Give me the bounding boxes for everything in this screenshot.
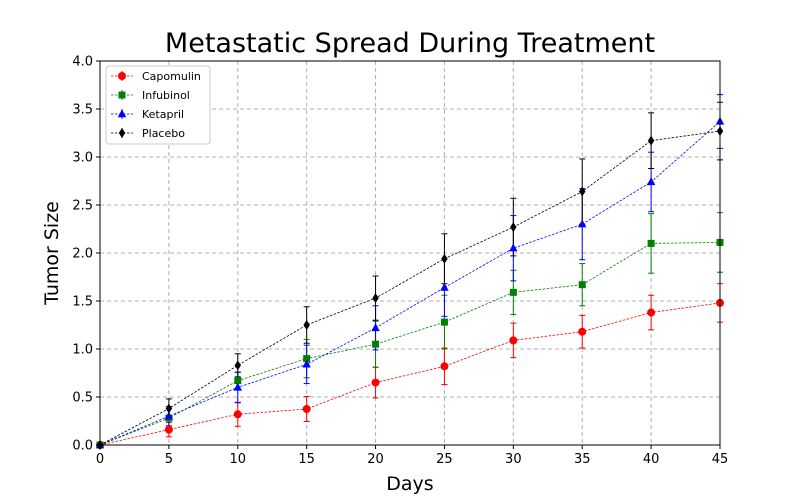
y-axis-ticks: 0.0 0.5 1.0 1.5 2.0 2.5 3.0 3.5 4.0 bbox=[72, 55, 100, 454]
x-tick-label: 40 bbox=[643, 452, 660, 467]
y-tick-label: 0.0 bbox=[72, 439, 93, 454]
x-tick-label: 0 bbox=[96, 452, 104, 467]
legend-label-placebo: Placebo bbox=[142, 127, 185, 140]
y-tick-label: 2.5 bbox=[72, 199, 93, 214]
legend-label-ketapril: Ketapril bbox=[142, 108, 184, 121]
legend-label-capomulin: Capomulin bbox=[142, 70, 201, 83]
infubinol-data-point bbox=[647, 239, 655, 247]
ketapril-series-line bbox=[99, 121, 721, 446]
y-tick-label: 0.5 bbox=[72, 391, 93, 406]
infubinol-data-point bbox=[234, 377, 242, 385]
x-tick-label: 10 bbox=[230, 452, 247, 467]
capomulin-data-point bbox=[233, 410, 242, 419]
ketapril-data-point bbox=[302, 359, 311, 368]
x-tick-label: 15 bbox=[298, 452, 315, 467]
capomulin-data-point bbox=[164, 425, 173, 434]
placebo-data-point bbox=[441, 253, 448, 264]
placebo-data-point bbox=[372, 293, 379, 304]
y-tick-label: 2.0 bbox=[72, 247, 93, 262]
placebo-data-point bbox=[510, 222, 517, 233]
capomulin-data-point bbox=[509, 336, 518, 345]
ketapril-data-point bbox=[578, 219, 587, 228]
legend-marker-infubinol bbox=[118, 91, 126, 99]
ketapril-data-point bbox=[509, 243, 518, 252]
infubinol-data-point bbox=[509, 288, 517, 296]
capomulin-data-point bbox=[647, 308, 656, 317]
infubinol-series-line bbox=[99, 242, 721, 446]
x-axis-ticks: 0 5 10 15 20 25 30 35 40 45 bbox=[96, 445, 728, 467]
capomulin-data-point bbox=[440, 362, 449, 371]
ketapril-data-point bbox=[164, 411, 174, 420]
y-axis-label: Tumor Size bbox=[41, 201, 63, 306]
ketapril-data-point bbox=[440, 282, 449, 291]
placebo-series-line bbox=[99, 130, 721, 446]
placebo-data-point bbox=[303, 320, 310, 330]
ketapril-data-point bbox=[371, 323, 380, 332]
x-tick-label: 5 bbox=[165, 452, 173, 467]
y-tick-label: 1.0 bbox=[72, 343, 93, 358]
x-tick-label: 30 bbox=[505, 452, 522, 467]
legend-marker-placebo bbox=[118, 128, 126, 138]
infubinol-data-point bbox=[372, 340, 380, 348]
legend-marker-capomulin bbox=[118, 72, 126, 80]
infubinol-data-point bbox=[303, 355, 311, 363]
legend-marker-ketapril bbox=[117, 109, 127, 118]
capomulin-series-line bbox=[99, 302, 721, 446]
legend: Capomulin Infubinol Ketapril Placebo bbox=[105, 65, 211, 145]
placebo-data-point bbox=[579, 186, 586, 197]
capomulin-data-point bbox=[371, 378, 380, 387]
legend-label-infubinol: Infubinol bbox=[142, 89, 190, 102]
x-tick-label: 35 bbox=[574, 452, 591, 467]
series-markers bbox=[95, 116, 725, 450]
ketapril-data-point bbox=[646, 177, 656, 186]
y-tick-label: 1.5 bbox=[72, 295, 93, 310]
x-tick-label: 25 bbox=[436, 452, 453, 467]
y-tick-label: 4.0 bbox=[72, 55, 93, 70]
capomulin-data-point bbox=[302, 405, 311, 413]
x-axis-label: Days bbox=[386, 473, 433, 495]
placebo-data-point bbox=[647, 135, 655, 146]
placebo-data-point bbox=[234, 360, 241, 371]
legend-box bbox=[105, 65, 211, 145]
infubinol-data-point bbox=[440, 318, 448, 326]
x-tick-label: 20 bbox=[367, 452, 384, 467]
ketapril-data-point bbox=[233, 382, 242, 391]
capomulin-data-point bbox=[578, 327, 587, 336]
infubinol-data-point bbox=[578, 281, 586, 289]
placebo-data-point bbox=[165, 403, 173, 414]
x-tick-label: 45 bbox=[712, 452, 729, 467]
y-tick-label: 3.5 bbox=[72, 103, 93, 118]
y-tick-label: 3.0 bbox=[72, 151, 93, 166]
chart-title: Metastatic Spread During Treatment bbox=[165, 28, 655, 59]
series-lines bbox=[99, 121, 721, 446]
